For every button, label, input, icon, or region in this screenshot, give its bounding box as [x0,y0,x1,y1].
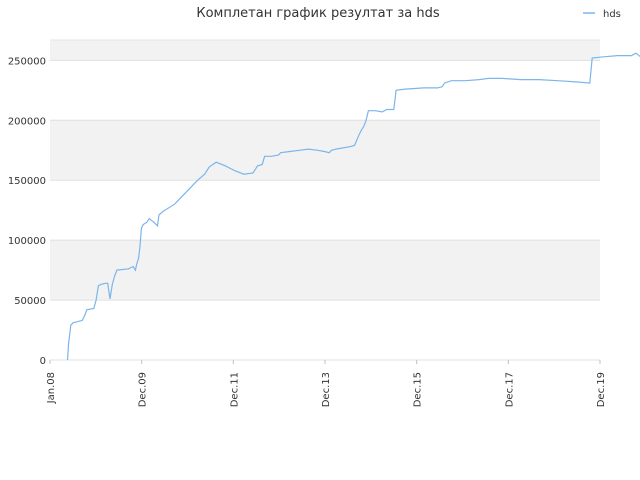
plot-bands [50,40,600,360]
x-tick-label: Dec.09 [138,372,149,407]
x-tick-label: Dec.11 [229,372,240,407]
series-line-hds [66,52,640,361]
plot-band [50,180,600,241]
x-tick-label: Dec.13 [321,372,332,407]
x-tick-label: Dec.19 [596,372,607,407]
plot-band [50,240,600,301]
x-tick-label: Dec.15 [413,372,424,407]
series-group [66,52,640,361]
gridlines [50,39,600,361]
y-tick-label: 100000 [8,236,46,247]
y-tick-label: 250000 [8,56,46,67]
y-axis-tick-labels: 0 50000 100000 150000 200000 250000 [8,56,46,367]
y-tick-label: 150000 [8,176,46,187]
legend[interactable]: hds [583,9,621,20]
y-tick-label: 0 [40,356,46,367]
x-tick-label: Dec.17 [504,372,515,407]
x-axis-tick-labels: Jan.08 Dec.09 Dec.11 Dec.13 Dec.15 Dec.17 Dec.… [46,360,607,407]
plot-band [50,300,600,360]
legend-label: hds [603,9,621,20]
y-tick-label: 50000 [14,296,46,307]
x-tick-label: Jan.08 [46,372,57,404]
y-tick-label: 200000 [8,116,46,127]
plot-band [50,60,600,121]
plot-band [50,120,600,181]
chart-title: Комплетан график резултат за hds [196,6,439,21]
plot-band [50,40,600,61]
